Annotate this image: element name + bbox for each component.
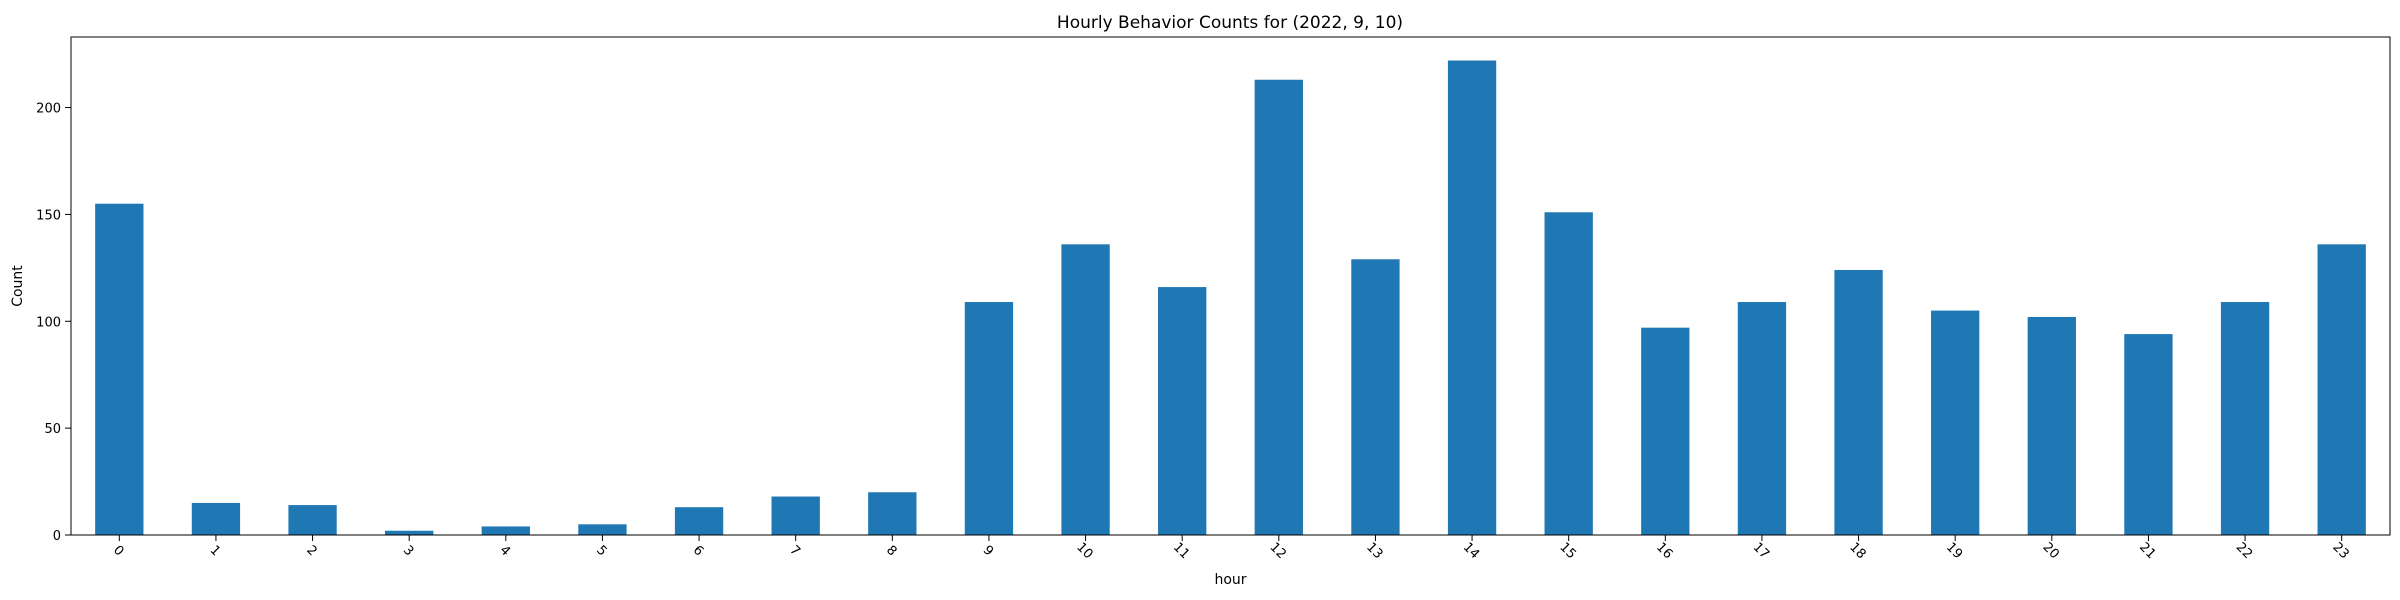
x-tick-label: 1	[207, 543, 223, 559]
bar-hour-14	[1447, 60, 1497, 535]
y-tick-label: 150	[36, 208, 61, 223]
x-tick-label: 15	[1556, 540, 1578, 562]
bar-hour-0	[95, 203, 144, 535]
bar-hour-8	[868, 492, 917, 535]
x-tick-label: 19	[1943, 540, 1965, 562]
bar-hour-19	[1931, 310, 1980, 535]
bar-hour-11	[1158, 287, 1207, 535]
x-tick-label: 8	[883, 543, 899, 559]
bar-hour-13	[1351, 259, 1400, 535]
x-tick-label: 12	[1267, 540, 1289, 562]
x-tick-label: 21	[2136, 540, 2158, 562]
x-tick-label: 20	[2040, 540, 2062, 562]
bar-hour-23	[2317, 244, 2366, 535]
y-tick-label: 200	[36, 102, 61, 117]
bar-hour-1	[191, 502, 241, 535]
bar-hour-18	[1834, 269, 1883, 535]
x-tick-label: 16	[1653, 540, 1675, 562]
bar-hour-9	[964, 302, 1014, 535]
bar-hour-7	[771, 496, 820, 535]
bar-hour-4	[481, 526, 530, 535]
bar-hour-16	[1641, 327, 1690, 535]
bar-hour-22	[2220, 302, 2270, 535]
bar-hour-10	[1061, 244, 1110, 535]
y-axis-label: Count	[10, 265, 26, 307]
y-tick-label: 50	[44, 422, 61, 437]
bar-hour-12	[1254, 79, 1303, 536]
x-tick-label: 22	[2233, 540, 2255, 562]
bar-hour-17	[1737, 302, 1787, 535]
bar-hour-21	[2124, 334, 2173, 535]
x-tick-label: 2	[303, 543, 319, 559]
bar-hour-20	[2027, 316, 2076, 535]
bar-hour-3	[385, 530, 434, 535]
y-tick-label: 0	[53, 529, 61, 544]
x-tick-label: 10	[1073, 540, 1095, 562]
x-axis-label: hour	[1214, 572, 1246, 588]
x-tick-label: 5	[593, 543, 609, 559]
bars	[95, 60, 2366, 536]
x-tick-label: 23	[2329, 540, 2351, 562]
x-tick-label: 7	[786, 543, 802, 559]
bar-hour-15	[1544, 212, 1593, 536]
x-tick-label: 13	[1363, 540, 1385, 562]
x-tick-label: 14	[1460, 540, 1482, 562]
x-tick-label: 11	[1170, 540, 1192, 562]
bar-hour-5	[578, 524, 627, 535]
x-tick-label: 9	[980, 543, 996, 559]
y-tick-label: 100	[36, 315, 61, 330]
x-tick-label: 0	[110, 543, 126, 559]
x-tick-label: 6	[690, 543, 706, 559]
plot-frame	[70, 36, 2391, 536]
bar-hour-2	[288, 505, 337, 535]
x-tick-label: 4	[497, 543, 513, 559]
chart-title: Hourly Behavior Counts for (2022, 9, 10)	[1057, 13, 1403, 33]
x-tick-label: 3	[400, 543, 416, 559]
bar-hour-6	[674, 507, 724, 535]
y-axis-ticks: 0 50 100 150 200	[36, 102, 71, 544]
x-axis-ticks: 0 1 2 3 4 5 6 7 8 9 10 11 12 13 14 15 16 17 18 19 20 21 22 23	[110, 535, 2352, 562]
x-tick-label: 18	[1846, 540, 1868, 562]
x-tick-label: 17	[1750, 540, 1772, 562]
